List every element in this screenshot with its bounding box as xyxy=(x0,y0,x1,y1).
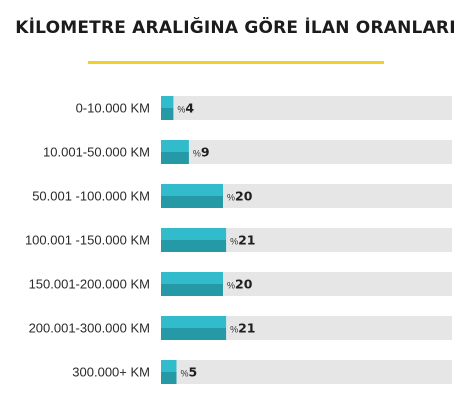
data-label: %21 xyxy=(230,321,255,336)
bar xyxy=(161,184,223,208)
bar xyxy=(161,360,177,384)
percent-sign: % xyxy=(181,369,189,379)
percent-value: 5 xyxy=(189,365,198,380)
bar-bottom-half xyxy=(161,372,177,384)
category-label: 150.001-200.000 KM xyxy=(29,277,150,292)
bar-bottom-half xyxy=(161,196,223,208)
percent-value: 20 xyxy=(235,189,253,204)
percent-value: 20 xyxy=(235,277,253,292)
percent-sign: % xyxy=(193,149,201,159)
bar-track xyxy=(161,360,452,384)
category-label: 0-10.000 KM xyxy=(76,101,150,116)
bar xyxy=(161,96,174,120)
bar-bottom-half xyxy=(161,152,189,164)
bar-top-half xyxy=(161,272,223,284)
bar xyxy=(161,228,227,252)
data-label: %20 xyxy=(227,189,253,204)
bar-bottom-half xyxy=(161,328,227,340)
percent-sign: % xyxy=(177,105,185,115)
bar-top-half xyxy=(161,316,227,328)
bar-top-half xyxy=(161,360,177,372)
category-label: 300.000+ KM xyxy=(72,365,150,380)
data-label: %4 xyxy=(177,101,194,116)
category-label: 100.001 -150.000 KM xyxy=(25,233,150,248)
data-label: %5 xyxy=(181,365,198,380)
bar-top-half xyxy=(161,96,174,108)
data-label: %21 xyxy=(230,233,255,248)
percent-sign: % xyxy=(227,281,235,291)
bar-bottom-half xyxy=(161,240,227,252)
percent-value: 21 xyxy=(238,321,255,336)
percent-sign: % xyxy=(230,325,238,335)
bar-bottom-half xyxy=(161,284,223,296)
data-label: %9 xyxy=(193,145,210,160)
bar-bottom-half xyxy=(161,108,174,120)
category-label: 10.001-50.000 KM xyxy=(43,145,150,160)
bar xyxy=(161,316,227,340)
data-label: %20 xyxy=(227,277,253,292)
percent-value: 9 xyxy=(201,145,210,160)
percent-sign: % xyxy=(227,193,235,203)
chart-title: KİLOMETRE ARALIĞINA GÖRE İLAN ORANLARI xyxy=(15,18,456,38)
bar-top-half xyxy=(161,140,189,152)
category-label: 50.001 -100.000 KM xyxy=(32,189,150,204)
percent-value: 4 xyxy=(185,101,194,116)
bar-track xyxy=(161,96,452,120)
bar-track xyxy=(161,140,452,164)
category-label: 200.001-300.000 KM xyxy=(29,321,150,336)
bar-top-half xyxy=(161,228,227,240)
percent-value: 21 xyxy=(238,233,255,248)
bar xyxy=(161,140,189,164)
percent-sign: % xyxy=(230,237,238,247)
title-underline xyxy=(88,61,384,64)
bar-top-half xyxy=(161,184,223,196)
bar xyxy=(161,272,223,296)
